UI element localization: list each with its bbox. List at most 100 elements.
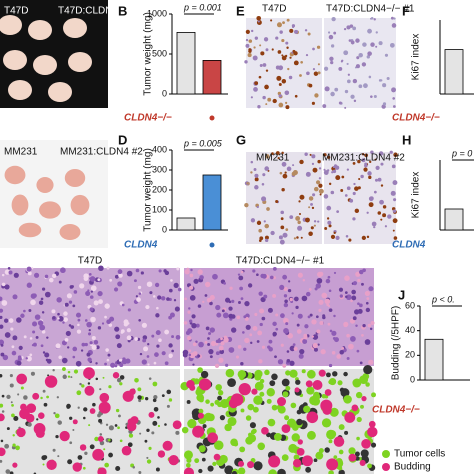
cell	[337, 380, 343, 386]
cell	[285, 228, 289, 231]
cell	[370, 95, 373, 98]
cell	[146, 281, 153, 287]
cell	[330, 234, 336, 239]
cell	[361, 282, 364, 286]
cell	[108, 452, 113, 458]
cell	[367, 171, 372, 176]
cell	[222, 312, 229, 319]
cell	[323, 194, 329, 199]
cell	[146, 459, 152, 464]
cell	[146, 355, 150, 358]
cell	[285, 370, 291, 376]
cell	[52, 369, 55, 372]
cell	[244, 60, 248, 64]
cell	[378, 151, 384, 156]
cell	[68, 324, 72, 327]
cell	[391, 87, 396, 93]
cell	[382, 102, 387, 106]
cell	[389, 42, 395, 48]
cell	[238, 382, 251, 396]
cell	[128, 433, 134, 438]
cell	[379, 199, 384, 205]
cell	[282, 364, 287, 368]
cell	[344, 194, 348, 197]
cell	[348, 343, 354, 350]
cell	[299, 74, 302, 77]
cell	[328, 182, 332, 186]
cell	[359, 361, 363, 365]
cell	[296, 447, 305, 456]
cell	[58, 280, 62, 284]
cell	[261, 316, 266, 321]
cell	[1, 410, 5, 413]
cell	[27, 422, 32, 427]
cell	[162, 440, 173, 451]
cell	[85, 290, 91, 296]
cell	[348, 447, 356, 455]
cell	[109, 278, 113, 282]
cell	[351, 289, 356, 295]
cell	[349, 318, 356, 324]
cell	[364, 153, 368, 158]
cell	[305, 291, 311, 297]
cell	[254, 36, 259, 40]
cell	[98, 265, 104, 272]
cell	[355, 271, 361, 277]
cell	[253, 168, 257, 171]
cell	[231, 299, 235, 303]
cell	[213, 440, 224, 451]
cell	[344, 291, 348, 294]
cell	[212, 273, 218, 280]
cell	[67, 346, 70, 349]
cell	[361, 333, 364, 337]
cell	[253, 395, 263, 405]
cell	[375, 31, 378, 34]
cell	[313, 347, 318, 352]
cell	[119, 439, 123, 443]
cell	[305, 171, 311, 177]
cell	[270, 230, 275, 236]
cell	[249, 422, 256, 429]
y-axis-label: Ki67 index	[411, 172, 422, 219]
cell	[188, 307, 191, 310]
cell	[285, 322, 289, 326]
cell	[354, 451, 360, 457]
cell	[290, 402, 297, 409]
y-axis-label: Budding (/5HPF)	[391, 306, 402, 380]
images	[0, 0, 398, 474]
panel-label: MM231:CLDN4 #2	[322, 153, 405, 164]
cell	[11, 350, 17, 356]
cell	[0, 413, 5, 422]
cell	[362, 42, 367, 47]
cell	[44, 375, 58, 388]
cell	[343, 50, 349, 56]
cell	[240, 270, 244, 274]
cell	[107, 353, 111, 357]
cell	[335, 175, 341, 181]
cell	[17, 393, 20, 396]
cell	[190, 268, 193, 272]
cell	[91, 336, 96, 341]
cell	[188, 349, 192, 353]
cell	[198, 445, 206, 453]
cell	[228, 300, 232, 304]
cell	[55, 343, 61, 349]
y-tick-label: 20	[405, 350, 415, 360]
cell	[220, 341, 225, 346]
cell	[157, 450, 166, 458]
cell	[264, 84, 269, 90]
cell	[151, 431, 155, 435]
group-label: CLDN4−/−	[372, 405, 420, 416]
cell	[361, 158, 366, 163]
cell	[259, 64, 263, 67]
cell	[79, 382, 82, 386]
cell	[317, 71, 321, 75]
cell	[103, 448, 106, 451]
cell	[271, 152, 274, 156]
cell	[13, 415, 19, 422]
cell	[137, 285, 142, 290]
cell	[265, 103, 268, 106]
cell	[253, 46, 256, 49]
cell	[77, 406, 80, 409]
cell	[207, 465, 214, 472]
